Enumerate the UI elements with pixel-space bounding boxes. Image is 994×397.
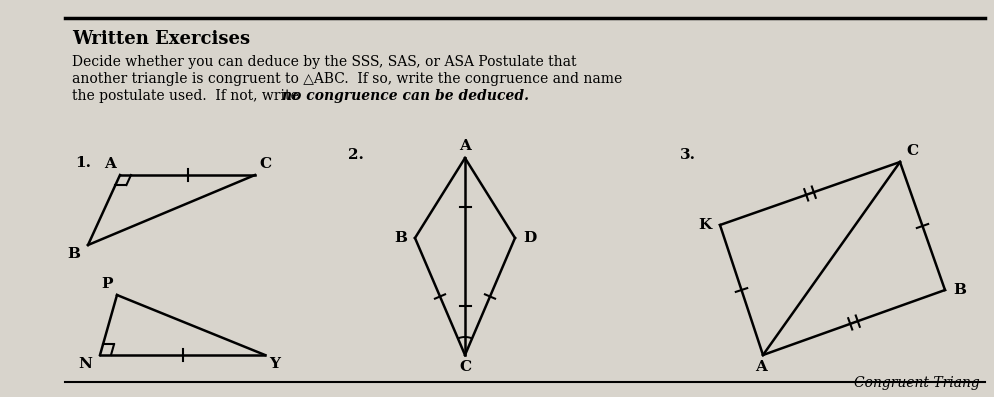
Text: B: B <box>394 231 407 245</box>
Text: C: C <box>906 144 917 158</box>
Text: 2.: 2. <box>348 148 364 162</box>
Text: K: K <box>698 218 712 232</box>
Text: N: N <box>79 357 91 371</box>
Text: the postulate used.  If not, write: the postulate used. If not, write <box>72 89 303 103</box>
Text: Written Exercises: Written Exercises <box>72 30 249 48</box>
Text: C: C <box>258 157 270 171</box>
Text: C: C <box>458 360 470 374</box>
Text: another triangle is congruent to △ABC.  If so, write the congruence and name: another triangle is congruent to △ABC. I… <box>72 72 621 86</box>
Text: 1.: 1. <box>75 156 90 170</box>
Text: A: A <box>104 157 116 171</box>
Text: A: A <box>458 139 470 153</box>
Text: D: D <box>523 231 536 245</box>
Text: no congruence can be deduced.: no congruence can be deduced. <box>281 89 529 103</box>
Text: A: A <box>754 360 766 374</box>
Text: Decide whether you can deduce by the SSS, SAS, or ASA Postulate that: Decide whether you can deduce by the SSS… <box>72 55 576 69</box>
Text: Congruent Triang: Congruent Triang <box>854 376 979 390</box>
Text: Y: Y <box>268 357 279 371</box>
Text: P: P <box>101 277 113 291</box>
Text: B: B <box>952 283 965 297</box>
Text: B: B <box>67 247 80 261</box>
Text: 3.: 3. <box>679 148 695 162</box>
